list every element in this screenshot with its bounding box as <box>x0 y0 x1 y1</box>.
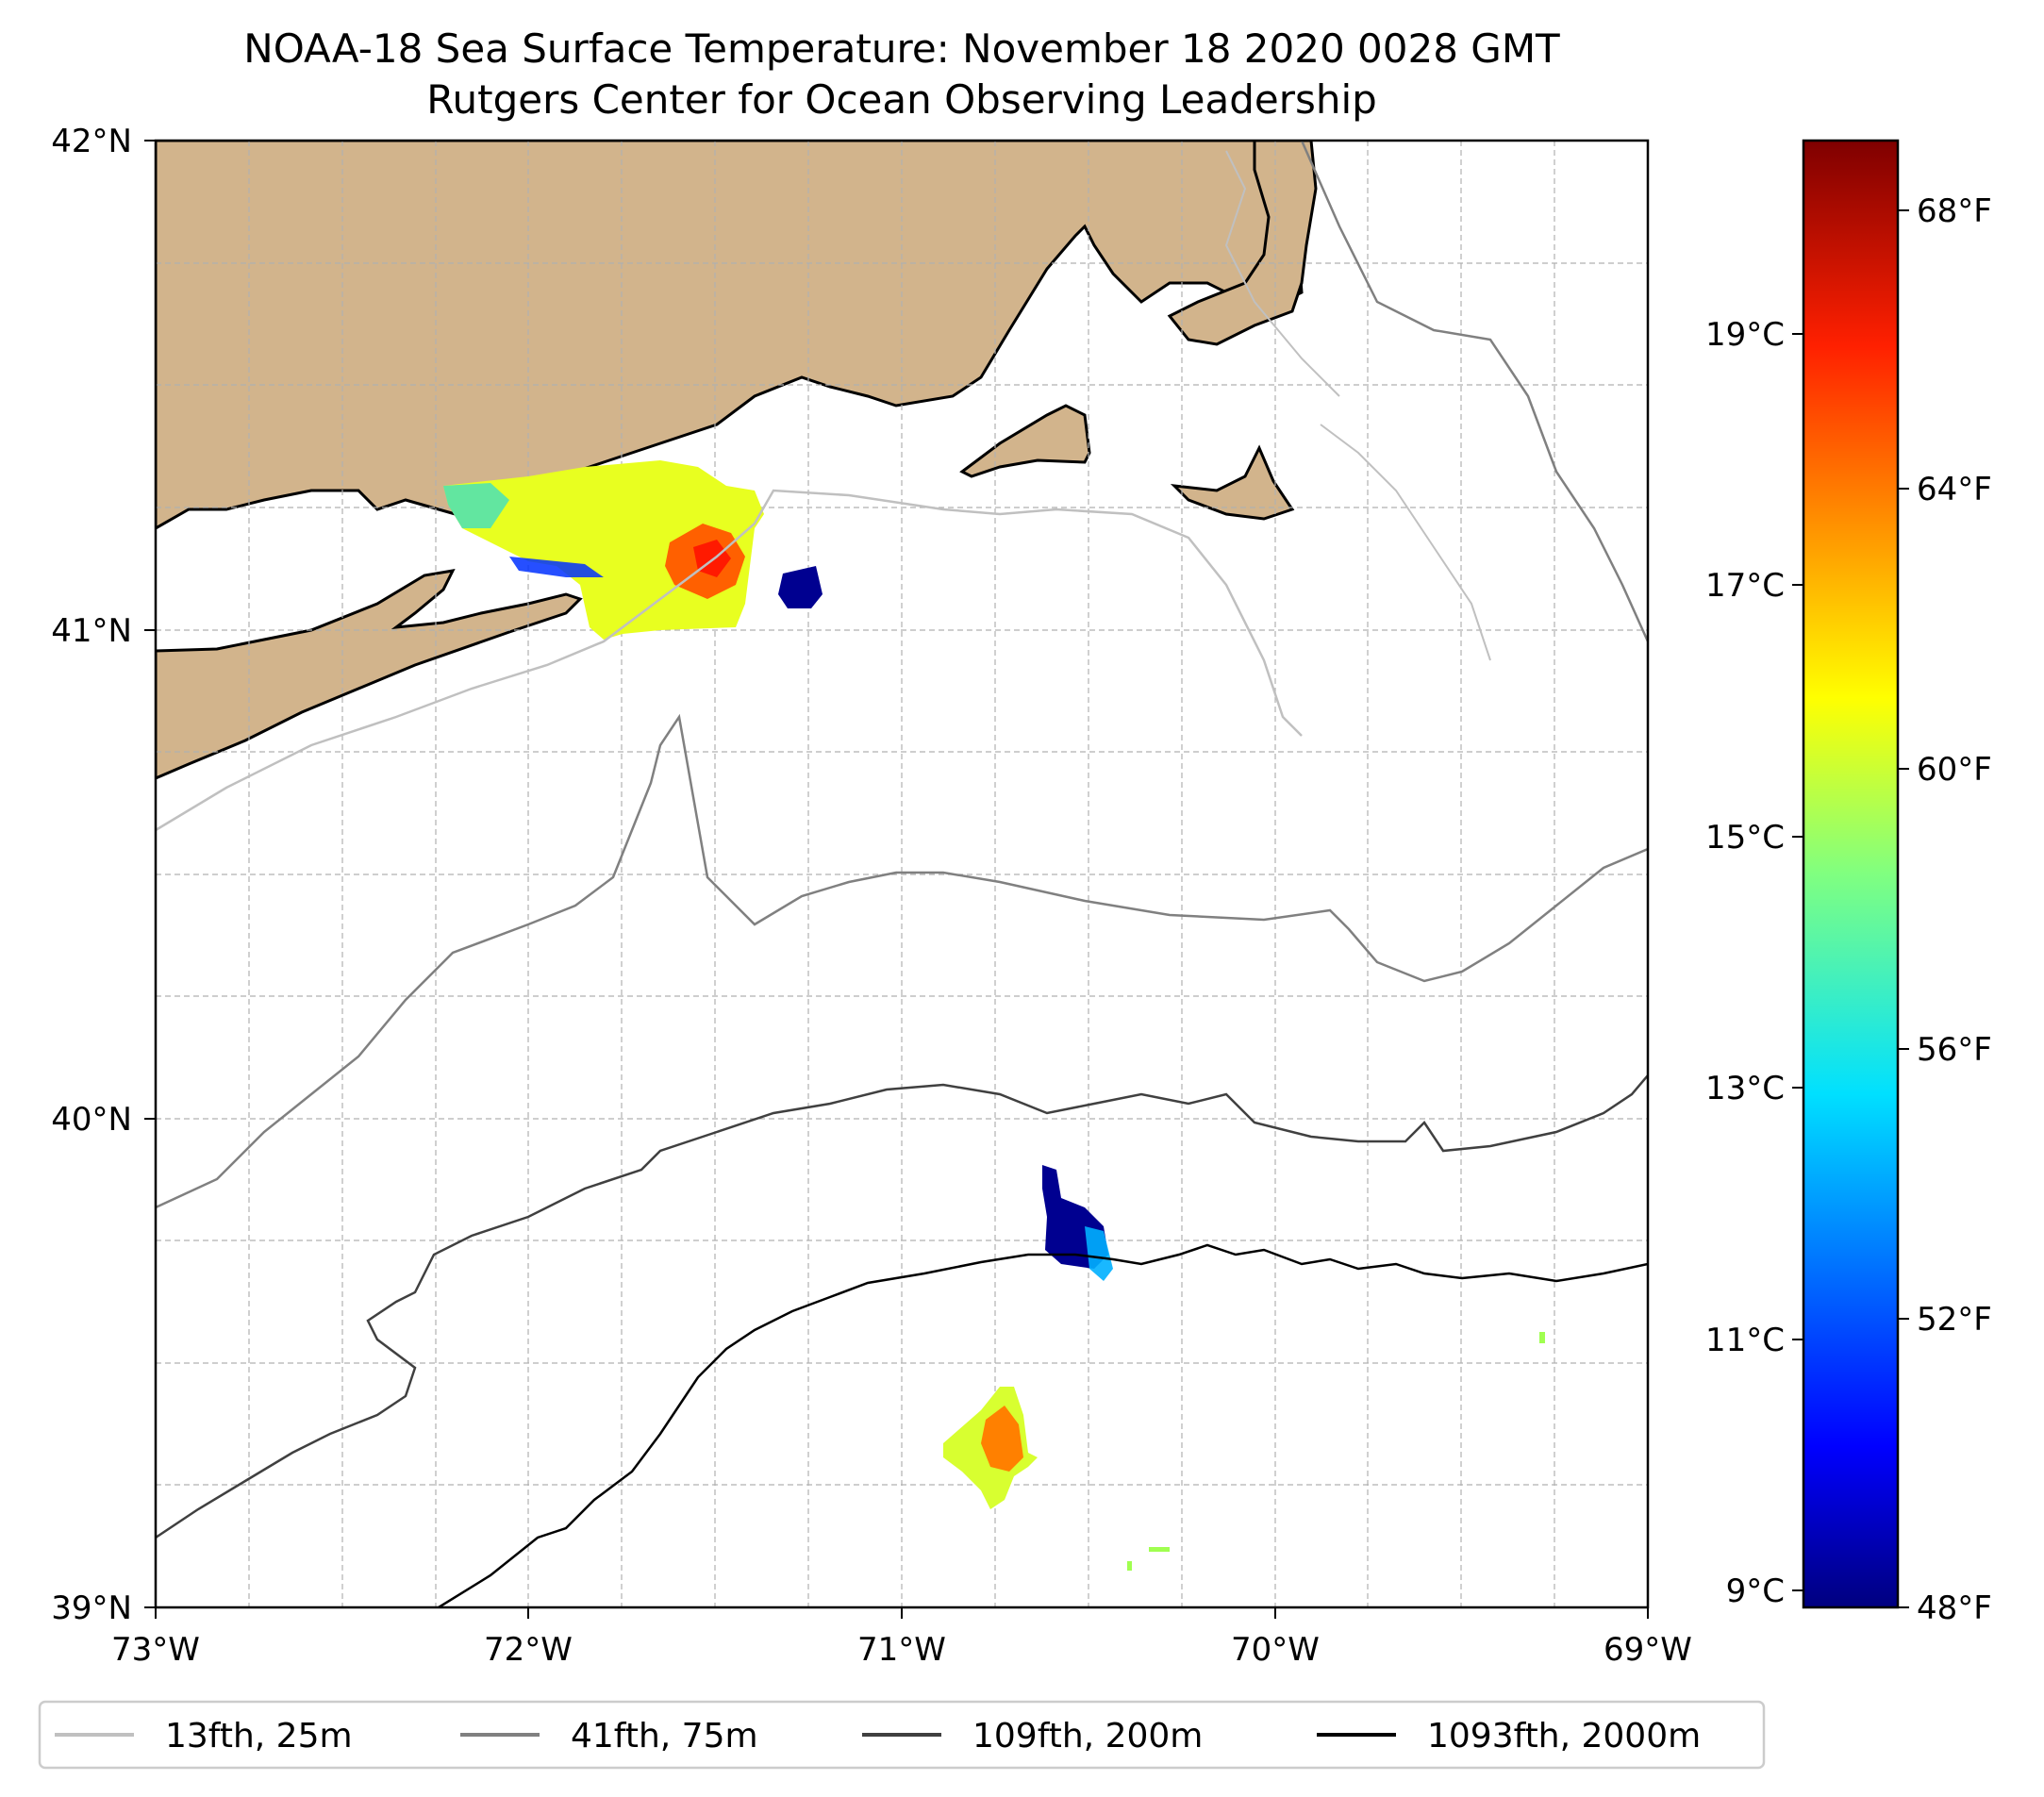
legend-label: 1093fth, 2000m <box>1427 1717 1701 1755</box>
contour-75m-east <box>1300 141 1648 642</box>
sst-patch-block-island-sound <box>443 460 764 640</box>
legend-label: 13fth, 25m <box>165 1717 353 1755</box>
colorbar-f-label: 48°F <box>1917 1589 1992 1627</box>
y-axis <box>144 140 156 1608</box>
x-tick-label: 71°W <box>857 1631 946 1669</box>
x-tick-label: 70°W <box>1231 1631 1320 1669</box>
sst-patch-blue-edge <box>509 557 604 577</box>
x-tick-label: 73°W <box>111 1631 200 1669</box>
sst-patch-cold-pool <box>778 566 823 608</box>
legend-item: 41fth, 75m <box>460 1717 758 1755</box>
y-tick-label: 41°N <box>51 612 132 650</box>
contour-25m <box>156 489 1303 832</box>
sst-speck-2 <box>1149 1547 1170 1552</box>
contour-200m <box>156 1074 1648 1539</box>
legend-item: 13fth, 25m <box>55 1717 353 1755</box>
cape-cod-land <box>1167 141 1318 346</box>
colorbar-c-label: 11°C <box>1705 1322 1785 1359</box>
colorbar-f-label: 68°F <box>1917 192 1992 230</box>
colorbar-c-label: 15°C <box>1705 819 1785 857</box>
x-axis <box>155 1607 1649 1619</box>
sst-patch-offshore-warm-core <box>981 1406 1023 1472</box>
colorbar-f-label: 60°F <box>1917 751 1992 789</box>
colorbar-c-label: 9°C <box>1726 1572 1785 1610</box>
colorbar-f-label: 56°F <box>1917 1031 1992 1069</box>
marthas-vineyard <box>959 404 1091 478</box>
contour-25m-shoals <box>1224 150 1491 661</box>
contour-75m <box>156 713 1648 1209</box>
y-tick-label: 42°N <box>51 123 132 160</box>
map-title: NOAA-18 Sea Surface Temperature: Novembe… <box>243 25 1560 72</box>
colorbar-f-label: 64°F <box>1917 471 1992 508</box>
y-tick-label: 39°N <box>51 1589 132 1627</box>
legend-label: 41fth, 75m <box>571 1717 758 1755</box>
graticule <box>156 141 1648 1607</box>
colorbar-f-ticks <box>1898 209 1909 1608</box>
sst-speck-1 <box>1539 1332 1545 1343</box>
x-tick-label: 69°W <box>1604 1631 1692 1669</box>
map-subtitle: Rutgers Center for Ocean Observing Leade… <box>426 76 1377 123</box>
legend-label: 109fth, 200m <box>972 1717 1203 1755</box>
colorbar <box>1802 139 1900 1609</box>
x-tick-label: 72°W <box>484 1631 573 1669</box>
contour-2000m <box>438 1243 1648 1607</box>
colorbar-c-label: 13°C <box>1705 1070 1785 1107</box>
sst-speck-3 <box>1127 1561 1132 1571</box>
y-tick-label: 40°N <box>51 1101 132 1139</box>
sst-patch-offshore-cold-edge <box>1085 1226 1113 1281</box>
colorbar-c-label: 19°C <box>1705 316 1785 354</box>
colorbar-c-label: 17°C <box>1705 567 1785 605</box>
legend-item: 109fth, 200m <box>862 1717 1203 1755</box>
colorbar-f-label: 52°F <box>1917 1301 1992 1339</box>
sst-patch-cool-edge <box>443 483 509 528</box>
colorbar-c-ticks <box>1792 333 1803 1591</box>
legend-item: 1093fth, 2000m <box>1317 1717 1701 1755</box>
new-england-land <box>156 141 1308 530</box>
map-area <box>156 141 1648 1607</box>
